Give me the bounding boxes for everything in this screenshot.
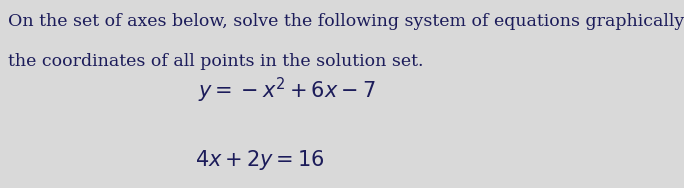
Text: $y = -x^{2} + 6x - 7$: $y = -x^{2} + 6x - 7$ xyxy=(198,76,376,105)
Text: $4x + 2y = 16$: $4x + 2y = 16$ xyxy=(195,148,325,172)
Text: On the set of axes below, solve the following system of equations graphically an: On the set of axes below, solve the foll… xyxy=(8,13,684,30)
Text: the coordinates of all points in the solution set.: the coordinates of all points in the sol… xyxy=(8,53,423,70)
